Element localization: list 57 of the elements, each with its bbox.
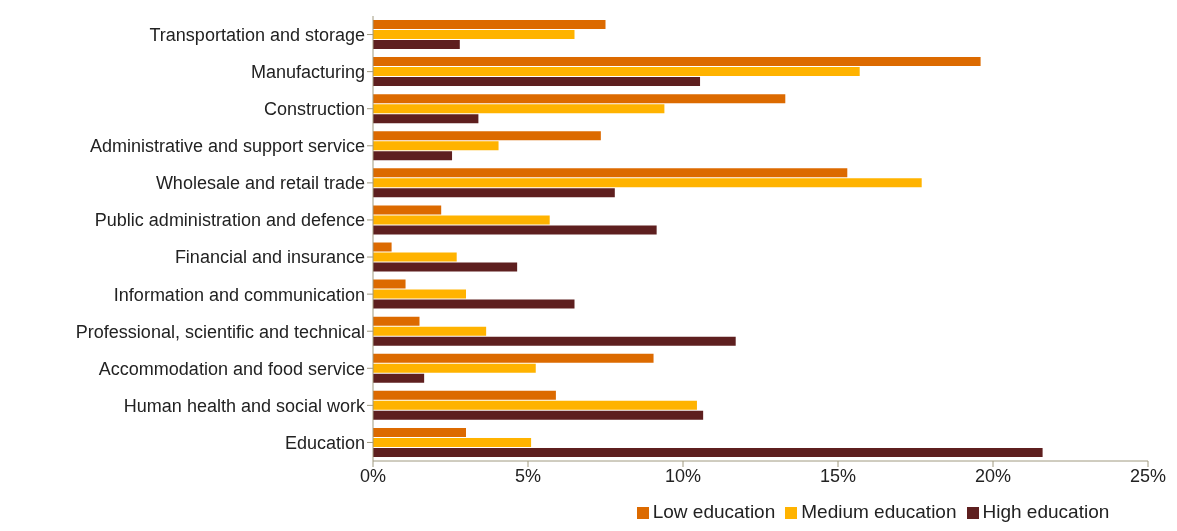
legend-label: High education xyxy=(982,501,1110,522)
bar xyxy=(373,67,860,77)
bar xyxy=(373,215,550,225)
bar xyxy=(373,242,392,252)
bar xyxy=(373,316,420,326)
legend-label: Low education xyxy=(652,501,776,522)
bar xyxy=(373,77,701,87)
y-tick-label: Wholesale and retail trade xyxy=(155,173,365,194)
bar xyxy=(373,205,442,215)
x-tick-label: 10% xyxy=(664,465,702,486)
bar xyxy=(373,20,606,29)
bar xyxy=(373,252,457,262)
bar xyxy=(373,141,499,151)
bar xyxy=(373,30,575,39)
bar xyxy=(373,151,453,161)
x-tick-label: 0% xyxy=(359,465,387,486)
x-tick-label: 25% xyxy=(1129,465,1167,486)
bar xyxy=(373,178,922,188)
bar xyxy=(373,427,466,437)
bar xyxy=(373,131,601,141)
bar xyxy=(373,326,487,336)
y-tick-label: Accommodation and food service xyxy=(98,358,365,379)
bar xyxy=(373,188,615,198)
y-tick-label: Human health and social work xyxy=(123,395,366,416)
y-tick-label: Manufacturing xyxy=(250,62,365,83)
bar xyxy=(373,40,460,49)
bar xyxy=(373,262,518,272)
bar xyxy=(373,437,532,447)
bar xyxy=(373,336,736,346)
bar xyxy=(373,279,406,289)
bar xyxy=(373,373,425,383)
bar xyxy=(373,353,654,363)
bar xyxy=(373,94,786,104)
x-tick-label: 20% xyxy=(974,465,1012,486)
x-tick-label: 15% xyxy=(819,465,857,486)
bar xyxy=(373,363,536,373)
y-tick-label: Transportation and storage xyxy=(149,24,365,45)
bar xyxy=(373,225,657,235)
y-tick-label: Public administration and defence xyxy=(94,210,365,231)
bar xyxy=(373,57,981,67)
x-tick-label: 5% xyxy=(514,465,542,486)
bar xyxy=(373,390,556,400)
bar xyxy=(373,410,704,420)
y-tick-label: Administrative and support service xyxy=(89,136,365,157)
bar xyxy=(373,168,848,178)
y-tick-label: Financial and insurance xyxy=(174,247,365,268)
bar xyxy=(373,289,466,299)
bar xyxy=(373,299,575,309)
legend-label: Medium education xyxy=(801,501,957,522)
y-tick-label: Professional, scientific and technical xyxy=(75,321,365,342)
bar xyxy=(373,114,479,124)
bar xyxy=(373,104,665,114)
y-tick-label: Construction xyxy=(263,99,365,120)
bar xyxy=(373,400,697,410)
bar xyxy=(373,447,1043,457)
y-tick-label: Information and communication xyxy=(113,284,365,305)
y-tick-label: Education xyxy=(284,432,365,453)
